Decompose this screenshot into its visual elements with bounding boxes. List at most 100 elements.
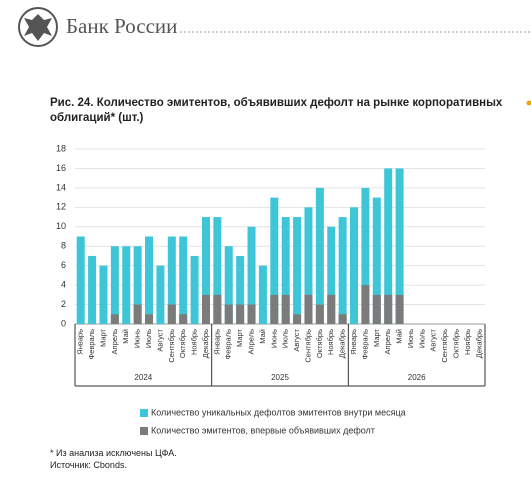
bar [224,246,233,324]
group-label: 2024 [134,373,152,382]
bar [270,294,279,324]
bar [281,217,290,324]
x-tick-label: Март [235,328,244,347]
bar [99,265,108,324]
group-label: 2026 [408,373,426,382]
x-tick-label: Февраль [87,329,96,360]
x-tick-label: Август [292,328,301,351]
footnote: * Из анализа исключены ЦФА. [50,448,177,458]
y-tick-label: 18 [56,143,66,153]
x-tick-label: Октябрь [452,329,461,358]
y-tick-label: 14 [56,182,66,192]
bar [213,294,222,324]
bar [179,236,188,324]
bar [236,304,245,324]
x-tick-label: Апрель [247,329,256,355]
bar [122,246,131,324]
bar [395,168,404,324]
bar [110,246,119,324]
bar [327,294,336,324]
x-tick-label: Февраль [224,329,233,360]
bar [395,294,404,324]
y-tick-label: 4 [61,279,66,289]
source: Источник: Cbonds. [50,460,127,470]
x-tick-label: Март [98,328,107,347]
y-tick-label: 8 [61,241,66,251]
bar [293,314,302,324]
x-tick-label: Январь [349,329,358,355]
x-tick-label: Июль [417,329,426,348]
chart-title: Рис. 24. Количество эмитентов, объявивши… [50,97,503,124]
x-tick-label: Июнь [269,329,278,348]
x-tick-label: Июнь [133,329,142,348]
x-tick-label: Май [258,329,267,344]
x-tick-label: Июль [281,329,290,348]
bar [384,168,393,324]
x-tick-label: Сентябрь [167,329,176,363]
x-tick-label: Октябрь [315,329,324,358]
x-tick-label: Сентябрь [303,329,312,363]
legend-swatch [140,409,148,417]
bar [372,197,381,324]
bar [236,255,245,324]
bar [361,187,370,324]
bar [270,197,279,324]
bar [384,294,393,324]
bar [167,304,176,324]
y-tick-label: 0 [61,318,66,328]
logo [18,7,58,47]
x-tick-label: Декабрь [201,329,210,358]
x-tick-label: Май [395,329,404,344]
bar [338,217,347,324]
x-tick-label: Декабрь [474,329,483,358]
bar [293,217,302,324]
bar [304,207,313,324]
y-tick-label: 10 [56,221,66,231]
y-tick-label: 16 [56,163,66,173]
decoration [526,100,531,106]
x-tick-label: Апрель [383,329,392,355]
x-tick-label: Июль [144,329,153,348]
bar [190,255,199,324]
x-tick-label: Август [429,328,438,351]
bar [315,187,324,324]
bar [338,314,347,324]
x-tick-label: Июнь [406,329,415,348]
bar [224,304,233,324]
bar [156,265,165,324]
legend-swatch [140,427,148,435]
x-tick-label: Апрель [110,329,119,355]
bar [304,294,313,324]
brand: Банк России [66,14,178,38]
y-tick-label: 6 [61,260,66,270]
group-label: 2025 [271,373,289,382]
bar [179,314,188,324]
bar [88,255,97,324]
bar [145,236,154,324]
bar [145,314,154,324]
bar [247,304,256,324]
bar [213,217,222,324]
bar [167,236,176,324]
x-tick-label: Ноябрь [463,329,472,355]
bar [76,236,85,324]
x-tick-label: Ноябрь [326,329,335,355]
bar [201,294,210,324]
bar [258,265,267,324]
bar [327,226,336,324]
x-tick-label: Май [121,329,130,344]
x-tick-label: Декабрь [338,329,347,358]
bar [247,226,256,324]
bar [133,304,142,324]
bar [350,207,359,324]
x-tick-label: Октябрь [178,329,187,358]
bar [201,217,210,324]
x-tick-label: Март [372,328,381,347]
bar [281,294,290,324]
bar [110,314,119,324]
bar [133,246,142,324]
legend-label: Количество эмитентов, впервые объявивших… [151,425,375,435]
bar [315,304,324,324]
